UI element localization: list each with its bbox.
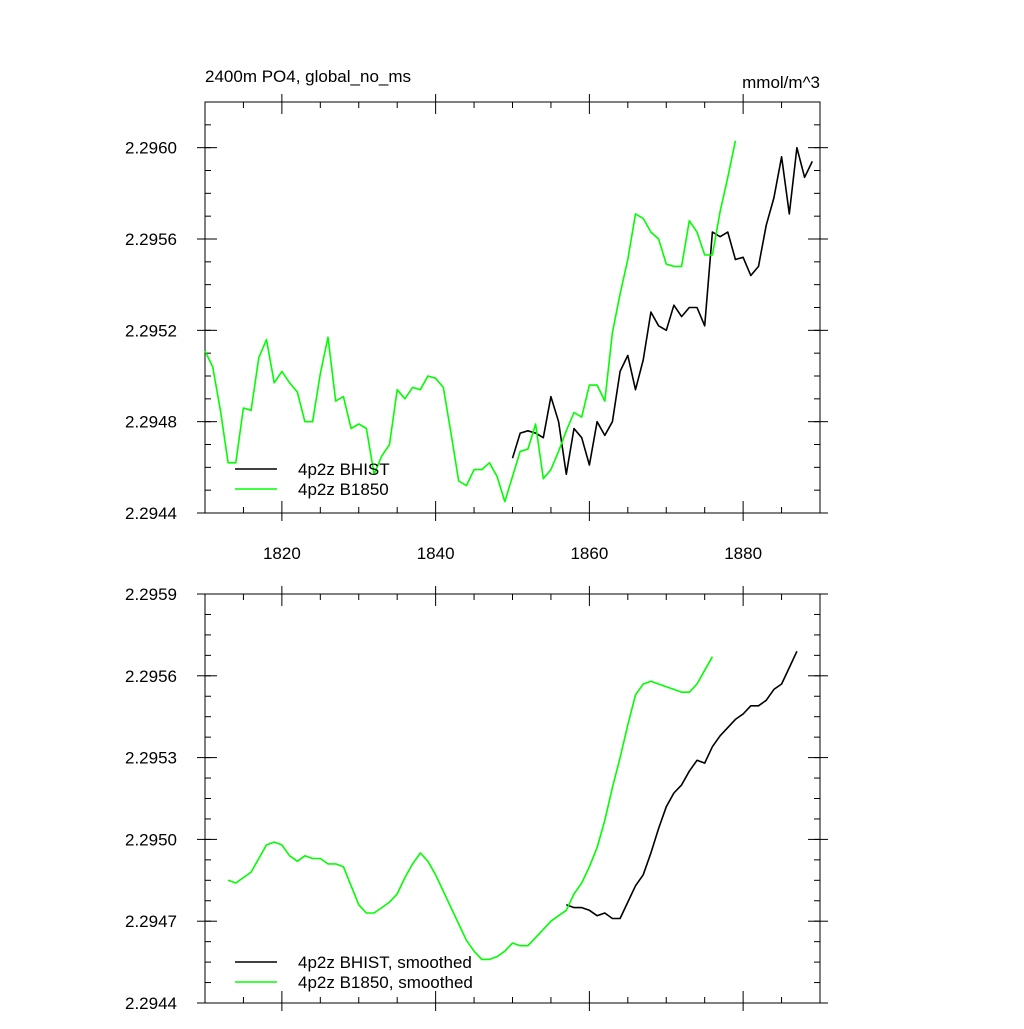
y-tick-label: 2.2952 [125,321,177,340]
x-tick-label: 1840 [417,544,455,563]
series-line-2 [204,140,737,503]
units-label: mmol/m^3 [742,73,820,92]
legend-label: 4p2z B1850 [298,480,389,499]
series-line-2 [227,656,714,961]
legend-label: 4p2z B1850, smoothed [298,973,473,992]
legend-label: 4p2z BHIST [298,460,390,479]
panel-1: 1820 1840 1860 1880 2.2944 2.2948 2.2952 2.2956… [125,67,828,563]
y-tick-label: 2.2948 [125,413,177,432]
x-tick-label: 1880 [724,544,762,563]
plot-frame [204,101,821,514]
y-tick-label: 2.2956 [125,230,177,249]
y-tick-label: 2.2950 [125,830,177,849]
x-tick-label: 1860 [570,544,608,563]
panel-2: 2.2944 2.2947 2.2950 2.2953 2.2956 2.2959 4p2z… [125,585,828,1013]
legend-label: 4p2z BHIST, smoothed [298,953,472,972]
plot-frame [204,593,821,1004]
series-line-1 [511,146,814,476]
y-tick-label: 2.2960 [125,139,177,158]
y-tick-label: 2.2944 [125,994,177,1013]
y-tick-label: 2.2956 [125,667,177,686]
y-tick-label: 2.2959 [125,585,177,604]
x-tick-label: 1820 [263,544,301,563]
chart-title: 2400m PO4, global_no_ms [205,67,411,86]
y-tick-label: 2.2953 [125,749,177,768]
y-tick-label: 2.2947 [125,912,177,931]
series-line-1 [566,650,798,920]
y-tick-label: 2.2944 [125,504,177,523]
